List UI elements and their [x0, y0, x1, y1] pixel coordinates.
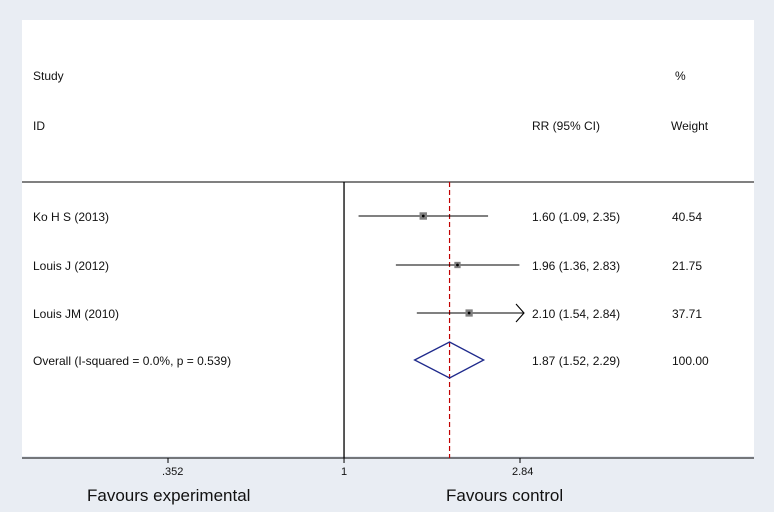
favours-control-label: Favours control: [446, 486, 564, 505]
study-ci-text: 2.10 (1.54, 2.84): [532, 307, 621, 321]
point-estimate-dot: [421, 214, 425, 218]
study-label: Ko H S (2013): [33, 210, 110, 224]
weight-heading-top: %: [675, 69, 686, 83]
study-heading: Study: [33, 69, 64, 83]
study-ci-text: 1.60 (1.09, 2.35): [532, 210, 621, 224]
x-tick-label: 1: [341, 466, 348, 478]
study-ci-text: 1.96 (1.36, 2.83): [532, 259, 621, 273]
overall-diamond: [413, 341, 486, 379]
study-weight: 21.75: [672, 259, 703, 273]
x-tick-label: 2.84: [512, 466, 534, 478]
overall-ci-text: 1.87 (1.52, 2.29): [532, 354, 621, 368]
study-label: Louis JM (2010): [33, 307, 120, 321]
point-estimate-dot: [467, 311, 471, 315]
plot-panel: [22, 20, 754, 456]
id-heading: ID: [33, 119, 45, 133]
favours-experimental-label: Favours experimental: [87, 486, 251, 505]
study-weight: 40.54: [672, 210, 703, 224]
study-label: Louis J (2012): [33, 259, 110, 273]
ci-arrow-marker: [515, 303, 525, 323]
overall-weight: 100.00: [672, 354, 709, 368]
rr-heading: RR (95% CI): [532, 119, 601, 133]
study-weight: 37.71: [672, 307, 703, 321]
point-estimate-dot: [456, 263, 459, 267]
overall-label: Overall (I-squared = 0.0%, p = 0.539): [33, 354, 232, 368]
x-tick-label: .352: [162, 466, 184, 478]
weight-heading-bottom: Weight: [671, 119, 709, 133]
